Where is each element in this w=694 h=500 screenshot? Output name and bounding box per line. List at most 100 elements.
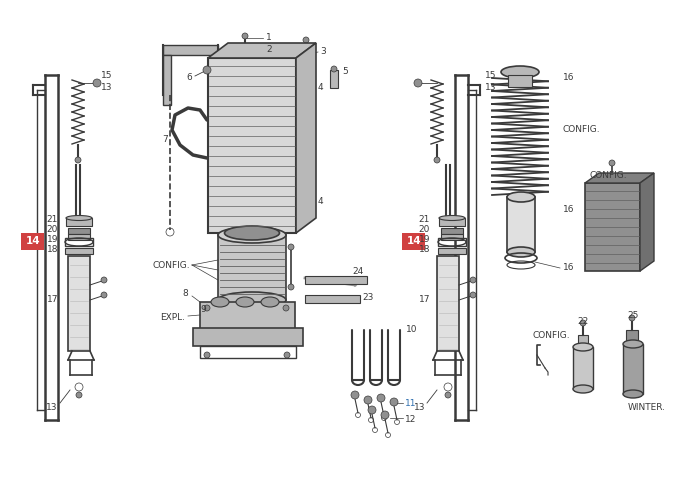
Ellipse shape — [364, 396, 372, 404]
Bar — [200, 302, 295, 330]
Text: 16: 16 — [563, 264, 575, 272]
Ellipse shape — [204, 305, 210, 311]
Ellipse shape — [218, 292, 286, 308]
Ellipse shape — [93, 79, 101, 87]
Text: 4: 4 — [318, 84, 323, 92]
Bar — [305, 276, 367, 284]
Text: 14: 14 — [407, 236, 421, 246]
Text: 6: 6 — [186, 74, 192, 82]
Text: 24: 24 — [352, 268, 363, 276]
Text: 17: 17 — [418, 296, 430, 304]
Ellipse shape — [288, 244, 294, 250]
Text: 13: 13 — [46, 402, 57, 411]
Ellipse shape — [623, 340, 643, 348]
Text: 4: 4 — [318, 198, 323, 206]
Text: 1: 1 — [266, 34, 272, 42]
Text: 15: 15 — [101, 72, 112, 80]
Bar — [441, 234, 463, 240]
Ellipse shape — [445, 392, 451, 398]
Text: 12: 12 — [405, 416, 416, 424]
Text: 13: 13 — [414, 402, 425, 411]
Bar — [66, 218, 92, 226]
FancyBboxPatch shape — [403, 232, 425, 250]
Ellipse shape — [66, 216, 92, 220]
Text: 11: 11 — [405, 398, 416, 407]
Ellipse shape — [507, 247, 535, 257]
Bar — [508, 75, 532, 87]
Ellipse shape — [377, 394, 385, 402]
Text: 10: 10 — [406, 326, 418, 334]
Polygon shape — [640, 173, 654, 271]
Bar — [65, 238, 93, 246]
Ellipse shape — [609, 160, 615, 166]
Ellipse shape — [507, 192, 535, 202]
Ellipse shape — [261, 297, 279, 307]
Bar — [441, 228, 463, 234]
Bar — [578, 335, 588, 347]
Bar — [573, 347, 593, 389]
Text: CONFIG.: CONFIG. — [533, 330, 570, 340]
Ellipse shape — [390, 398, 398, 406]
Bar — [208, 58, 296, 233]
Text: 9: 9 — [200, 306, 205, 314]
Ellipse shape — [204, 352, 210, 358]
Ellipse shape — [629, 315, 635, 321]
Ellipse shape — [101, 292, 107, 298]
Bar — [218, 235, 286, 300]
Text: 16: 16 — [563, 206, 575, 214]
Bar — [65, 248, 93, 254]
Bar — [585, 183, 640, 271]
Ellipse shape — [242, 33, 248, 39]
Bar — [163, 45, 218, 55]
Text: 18: 18 — [46, 246, 58, 254]
Bar — [193, 328, 303, 346]
Text: EXPL.: EXPL. — [160, 314, 185, 322]
Bar — [68, 256, 90, 351]
Text: 15: 15 — [485, 72, 496, 80]
Ellipse shape — [381, 411, 389, 419]
Polygon shape — [585, 173, 654, 183]
Text: 25: 25 — [627, 312, 638, 320]
Text: 5: 5 — [342, 68, 348, 76]
Ellipse shape — [470, 277, 476, 283]
Ellipse shape — [414, 79, 422, 87]
Text: 22: 22 — [577, 318, 589, 326]
Text: 3: 3 — [320, 48, 325, 56]
Ellipse shape — [284, 352, 290, 358]
Ellipse shape — [211, 297, 229, 307]
Text: 2: 2 — [266, 46, 271, 54]
Ellipse shape — [434, 157, 440, 163]
Ellipse shape — [470, 292, 476, 298]
Ellipse shape — [76, 392, 82, 398]
Ellipse shape — [303, 37, 309, 43]
Text: WINTER.: WINTER. — [628, 402, 666, 411]
Bar — [163, 55, 171, 105]
Text: 19: 19 — [46, 236, 58, 244]
Text: 13: 13 — [485, 82, 496, 92]
Bar — [305, 295, 360, 303]
Bar — [330, 70, 338, 88]
Text: 18: 18 — [418, 246, 430, 254]
Bar — [68, 234, 90, 240]
Ellipse shape — [101, 277, 107, 283]
Ellipse shape — [283, 305, 289, 311]
Ellipse shape — [75, 157, 81, 163]
Text: 14: 14 — [26, 236, 40, 246]
Polygon shape — [296, 43, 316, 233]
Ellipse shape — [501, 66, 539, 78]
Ellipse shape — [224, 226, 280, 240]
Text: 21: 21 — [46, 216, 58, 224]
Bar — [623, 344, 643, 394]
Text: 20: 20 — [46, 226, 58, 234]
Text: 17: 17 — [46, 296, 58, 304]
Text: 8: 8 — [183, 290, 188, 298]
Ellipse shape — [573, 343, 593, 351]
Ellipse shape — [218, 227, 286, 243]
Ellipse shape — [351, 391, 359, 399]
Bar — [438, 248, 466, 254]
Text: 21: 21 — [418, 216, 430, 224]
Bar — [626, 330, 638, 344]
Bar — [437, 256, 459, 351]
Text: CONFIG.: CONFIG. — [590, 170, 627, 179]
Text: 7: 7 — [162, 136, 168, 144]
